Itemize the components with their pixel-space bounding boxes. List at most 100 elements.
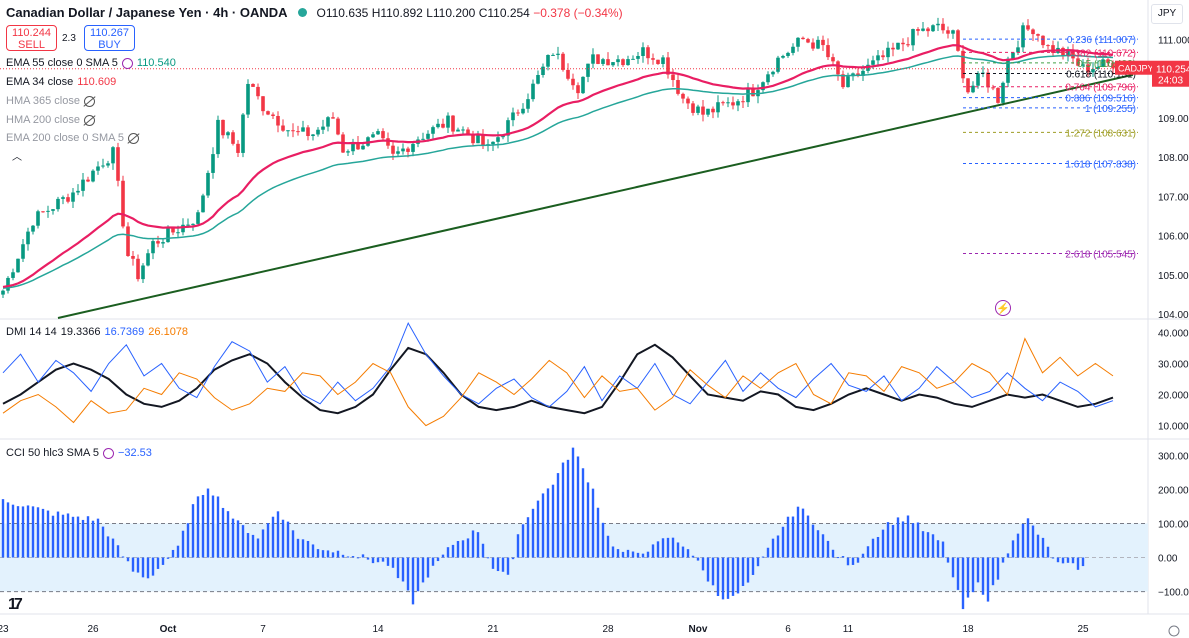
cci-bar — [366, 557, 370, 560]
candle-body — [711, 108, 715, 113]
indicator-ema34[interactable]: EMA 34 close 110.609 — [6, 76, 116, 88]
candle-body — [1076, 58, 1080, 66]
candle-body — [656, 59, 660, 64]
cci-legend[interactable]: CCI 50 hlc3 SMA 5 −32.53 — [6, 447, 152, 459]
candle-body — [641, 47, 645, 56]
time-tick-label: Oct — [160, 624, 177, 635]
cci-bar — [806, 515, 810, 558]
candle-body — [791, 46, 795, 53]
cci-bar — [901, 521, 905, 558]
candle-body — [166, 227, 170, 243]
cci-bar — [201, 494, 205, 558]
cci-bar — [856, 557, 860, 563]
dmi-tick-label: 40.0000 — [1158, 328, 1189, 339]
hidden-eye-icon[interactable] — [83, 114, 95, 126]
candle-body — [6, 277, 10, 291]
cci-bar — [911, 523, 915, 558]
candle-body — [541, 66, 545, 75]
cci-bar — [876, 536, 880, 558]
candle-body — [46, 210, 50, 212]
candle-body — [716, 102, 720, 113]
time-tick-label: 7 — [260, 624, 266, 635]
candle-body — [211, 154, 215, 173]
candle-body — [666, 57, 670, 75]
cci-bar — [36, 507, 40, 558]
candle-body — [476, 134, 480, 144]
fib-level-label: 0.382 (110.672) — [1066, 48, 1136, 59]
cci-tick-label: −100.00 — [1158, 588, 1189, 599]
cci-bar — [311, 544, 315, 558]
candle-body — [921, 28, 925, 31]
candle-body — [411, 143, 415, 152]
dmi-tick-label: 10.0000 — [1158, 422, 1189, 433]
cci-bar — [26, 505, 30, 558]
cci-bar — [706, 557, 710, 582]
candle-body — [16, 258, 20, 273]
cci-bar — [21, 506, 25, 558]
cci-bar — [656, 541, 660, 558]
candle-body — [66, 197, 70, 202]
candle-body — [336, 118, 340, 135]
flash-icon[interactable]: ⚡ — [995, 300, 1011, 316]
buy-button[interactable]: 110.267 BUY — [84, 25, 135, 51]
candle-body — [391, 145, 395, 154]
cci-bar — [106, 536, 110, 558]
cci-bar — [286, 521, 290, 558]
settings-icon[interactable] — [121, 57, 133, 69]
candle-body — [346, 151, 350, 153]
cci-bar — [1046, 546, 1050, 558]
symbol-tag — [1115, 60, 1152, 75]
candle-body — [871, 60, 875, 65]
candle-body — [961, 50, 965, 79]
indicator-label: HMA 365 close — [6, 95, 80, 107]
candle-body — [301, 127, 305, 132]
indicator-ema55[interactable]: EMA 55 close 0 SMA 5 110.540 — [6, 57, 176, 69]
cci-bar — [1051, 557, 1055, 559]
indicator-hma365[interactable]: HMA 365 close — [6, 95, 95, 107]
cci-bar — [1081, 557, 1085, 567]
settings-icon[interactable] — [102, 447, 114, 459]
cci-bar — [776, 535, 780, 558]
cci-bar — [886, 522, 890, 558]
candle-body — [246, 83, 250, 115]
candle-body — [421, 138, 425, 140]
candle-body — [131, 255, 135, 259]
cci-bar — [731, 557, 735, 596]
time-tick-label: Nov — [689, 624, 708, 635]
cci-bar — [741, 557, 745, 586]
candle-body — [401, 148, 405, 152]
cci-tick-label: 0.00 — [1158, 554, 1178, 565]
dmi-legend[interactable]: DMI 14 14 19.3366 16.7369 26.1078 — [6, 326, 188, 338]
cci-bar — [651, 544, 655, 558]
cci-bar — [121, 556, 125, 558]
candle-body — [1096, 66, 1100, 69]
candle-body — [691, 103, 695, 113]
tradingview-logo-icon[interactable]: 17 — [8, 596, 23, 613]
currency-button[interactable]: JPY — [1151, 4, 1183, 24]
candle-body — [726, 102, 730, 104]
candle-body — [171, 227, 175, 233]
candle-body — [736, 101, 740, 106]
indicator-hma200[interactable]: HMA 200 close — [6, 114, 95, 126]
hidden-eye-icon[interactable] — [83, 95, 95, 107]
candle-body — [906, 44, 910, 46]
symbol-title[interactable]: Canadian Dollar / Japanese Yen · 4h · OA… — [6, 5, 288, 20]
candle-body — [176, 232, 180, 234]
candle-body — [371, 134, 375, 138]
hidden-eye-icon[interactable] — [128, 132, 140, 144]
cci-bar — [361, 554, 365, 558]
candle-body — [766, 74, 770, 83]
candle-body — [861, 70, 865, 76]
collapse-legend-icon[interactable]: ︿ — [12, 152, 22, 163]
cci-bar — [31, 506, 35, 558]
cci-bar — [511, 557, 515, 560]
indicator-ema200[interactable]: EMA 200 close 0 SMA 5 — [6, 132, 140, 144]
candle-body — [1011, 52, 1015, 59]
candle-body — [251, 83, 255, 87]
cci-bar — [541, 493, 545, 558]
fib-level-label: 0.618 (110.131) — [1066, 70, 1136, 81]
candle-body — [186, 224, 190, 226]
candle-body — [61, 197, 65, 199]
sell-button[interactable]: 110.244 SELL — [6, 25, 57, 51]
